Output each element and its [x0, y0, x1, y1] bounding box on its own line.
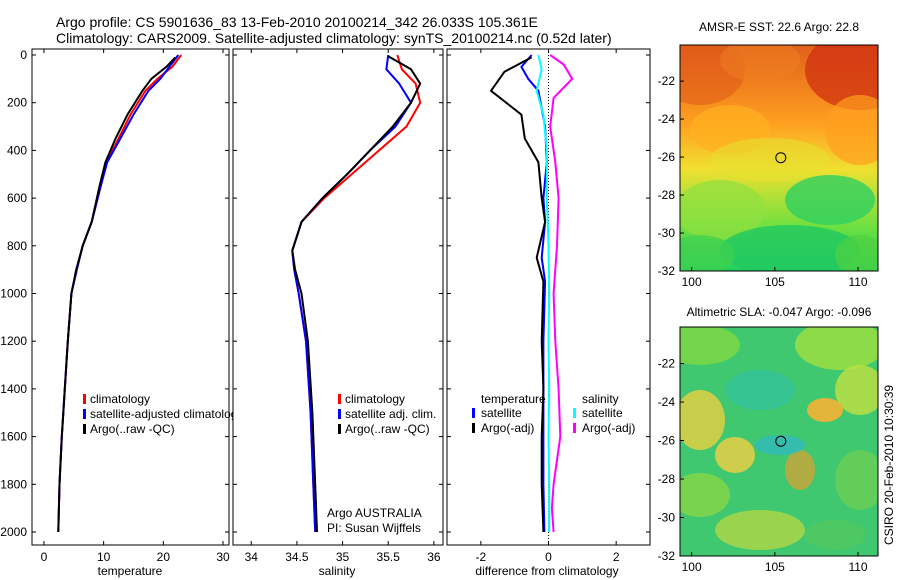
legend-label-sal-satellite-diff: satellite — [582, 406, 623, 420]
salinity-legend: climatology satellite adj. clim. Argo(..… — [338, 392, 436, 436]
salinity-panel: 34 34.5 35 35.5 36 salinity climatology sate… — [232, 48, 444, 578]
map-y-tick-label: -30 — [658, 511, 676, 525]
map-y-tick-label: -26 — [658, 434, 676, 448]
legend-label-temp-satellite: satellite — [481, 406, 522, 420]
legend-title-salinity: salinity — [582, 392, 619, 406]
map-x-tick-label: 105 — [765, 275, 785, 289]
x-tick-label: 0 — [41, 550, 48, 564]
x-tick-label: 35.5 — [377, 550, 401, 564]
argo-source-annotation: Argo AUSTRALIA — [327, 506, 422, 520]
temperature-panel: 0 10 20 30 0 200 400 600 800 1000 1200 1400 1600 1800… — [0, 48, 237, 578]
legend-label-argo: Argo(..raw -QC) — [90, 422, 175, 436]
salinity-axes — [232, 48, 444, 546]
csiro-timestamp: CSIRO 20-Feb-2010 10:30:39 — [882, 385, 896, 545]
legend-swatch-sal-satellite — [338, 409, 341, 419]
sst-heatmap — [680, 45, 878, 271]
map-y-tick-label: -24 — [658, 395, 676, 409]
x-tick-label: 0 — [545, 550, 552, 564]
map-y-tick-label: -22 — [658, 357, 676, 371]
x-tick-label: 35 — [336, 550, 350, 564]
x-tick-label: 34 — [245, 550, 259, 564]
legend-label-satellite: satellite-adjusted climatolog — [90, 407, 237, 421]
legend-title-temperature: temperature — [481, 392, 546, 406]
temperature-legend: climatology satellite-adjusted climatolo… — [83, 392, 237, 436]
map-y-tick-label: -30 — [658, 226, 676, 240]
map-x-tick-label: 110 — [848, 560, 867, 574]
legend-label-climatology: climatology — [90, 392, 150, 406]
legend-swatch-temp-satellite — [472, 408, 475, 418]
y-tick-label: 200 — [7, 96, 27, 110]
sst-map-title: AMSR-E SST: 22.6 Argo: 22.8 — [699, 20, 859, 34]
map-y-tick-label: -26 — [658, 150, 676, 164]
legend-swatch-sal-argo-diff — [573, 423, 576, 433]
y-tick-label: 600 — [7, 191, 27, 205]
legend-swatch-sal-argo — [338, 424, 341, 434]
map-y-tick-label: -22 — [658, 74, 676, 88]
map-x-tick-label: 100 — [682, 275, 702, 289]
series-salinity-satellite — [535, 54, 551, 532]
salinity-xlabel: salinity — [319, 564, 356, 578]
legend-label-sal-argo: Argo(..raw -QC) — [345, 422, 430, 436]
temperature-axes — [31, 48, 230, 546]
temperature-xlabel: temperature — [98, 564, 163, 578]
legend-label-temp-argo: Argo(-adj) — [481, 421, 534, 435]
y-tick-label: 2000 — [0, 525, 27, 539]
x-tick-label: 36 — [427, 550, 441, 564]
series-argo-raw-qc- — [291, 55, 422, 533]
map-x-tick-label: 105 — [765, 560, 785, 574]
sla-heatmap — [680, 327, 878, 556]
map-y-tick-label: -32 — [658, 264, 676, 278]
series-temperature-argo-adj- — [490, 56, 547, 533]
legend-label-sal-satellite: satellite adj. clim. — [345, 407, 436, 421]
legend-swatch-sal-satellite-diff — [573, 408, 576, 418]
difference-legend: temperature satellite Argo(-adj) salinit… — [472, 392, 635, 435]
y-tick-label: 800 — [7, 239, 27, 253]
legend-swatch-satellite — [83, 409, 86, 419]
sla-argo-location-marker — [775, 435, 787, 447]
sla-map-panel: Altimetric SLA: -0.047 Argo: -0.096 100 1… — [658, 305, 879, 574]
map-y-tick-label: -28 — [658, 472, 676, 486]
header-line-2: Climatology: CARS2009. Satellite-adjuste… — [56, 30, 612, 46]
y-tick-label: 1200 — [0, 334, 27, 348]
legend-swatch-climatology — [83, 394, 86, 404]
map-x-tick-label: 100 — [682, 560, 702, 574]
sst-map-panel: AMSR-E SST: 22.6 Argo: 22.8 100 105 110 -22… — [658, 20, 879, 289]
y-tick-label: 1400 — [0, 382, 27, 396]
pi-annotation: PI: Susan Wijffels — [327, 521, 421, 535]
difference-panel: -2 0 2 difference from climatology tempera… — [446, 48, 651, 578]
sla-map-title: Altimetric SLA: -0.047 Argo: -0.096 — [687, 305, 872, 319]
sla-map-frame — [679, 326, 879, 557]
x-tick-label: 30 — [216, 550, 230, 564]
map-y-tick-label: -32 — [658, 549, 676, 563]
series-argo-raw-qc- — [57, 56, 177, 533]
map-y-tick-label: -24 — [658, 112, 676, 126]
x-tick-label: 2 — [613, 550, 620, 564]
legend-label-sal-climatology: climatology — [345, 392, 405, 406]
sst-argo-location-marker — [775, 152, 787, 164]
map-y-tick-label: -28 — [658, 188, 676, 202]
legend-swatch-sal-climatology — [338, 394, 341, 404]
x-tick-label: 34.5 — [285, 550, 309, 564]
x-tick-label: 10 — [97, 550, 111, 564]
x-tick-label: 20 — [157, 550, 171, 564]
series-salinity-argo-adj- — [549, 54, 574, 533]
y-tick-label: 1800 — [0, 477, 27, 491]
sst-map-frame — [679, 44, 879, 272]
x-tick-label: -2 — [475, 550, 486, 564]
legend-swatch-temp-argo — [472, 423, 475, 433]
legend-label-sal-argo-diff: Argo(-adj) — [582, 421, 635, 435]
y-tick-label: 1000 — [0, 287, 27, 301]
y-tick-label: 0 — [20, 48, 27, 62]
y-tick-label: 400 — [7, 143, 27, 157]
y-tick-label: 1600 — [0, 430, 27, 444]
map-x-tick-label: 110 — [848, 275, 867, 289]
difference-xlabel: difference from climatology — [475, 564, 618, 578]
header-line-1: Argo profile: CS 5901636_83 13-Feb-2010 … — [56, 14, 538, 30]
legend-swatch-argo — [83, 424, 86, 434]
